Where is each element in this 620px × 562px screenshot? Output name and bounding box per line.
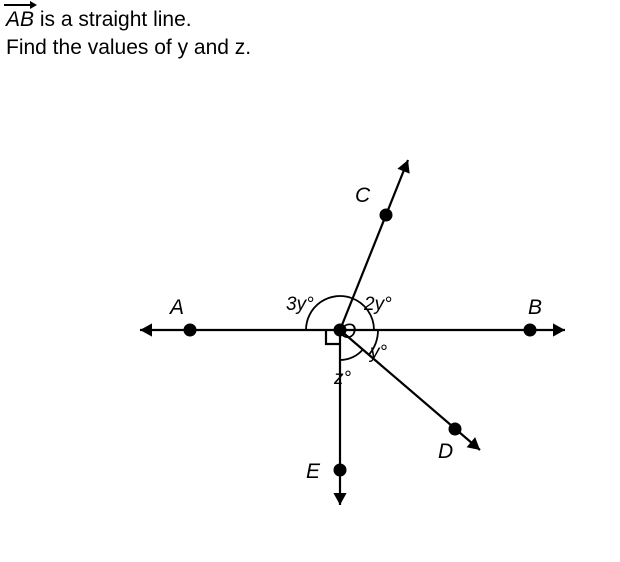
point-label-o: O: [340, 320, 356, 344]
point-label-d: D: [438, 440, 453, 464]
angle-label-y: y°: [370, 342, 387, 364]
angle-label-3y: 3y°: [286, 294, 314, 316]
angle-label-2y: 2y°: [364, 294, 392, 316]
angle-label-z: z°: [334, 368, 351, 390]
problem-line-1-rest: is a straight line.: [34, 8, 192, 31]
geometry-diagram: A B C D E O 3y° 2y° y° z°: [110, 120, 580, 540]
point-label-a: A: [170, 296, 184, 320]
point-label-c: C: [355, 184, 370, 208]
problem-line-1: AB is a straight line.: [6, 6, 251, 34]
line-ab-symbol: AB: [6, 6, 34, 34]
problem-statement: AB is a straight line. Find the values o…: [6, 6, 251, 63]
point-label-e: E: [306, 460, 320, 484]
point-label-b: B: [528, 296, 542, 320]
problem-line-2: Find the values of y and z.: [6, 34, 251, 62]
